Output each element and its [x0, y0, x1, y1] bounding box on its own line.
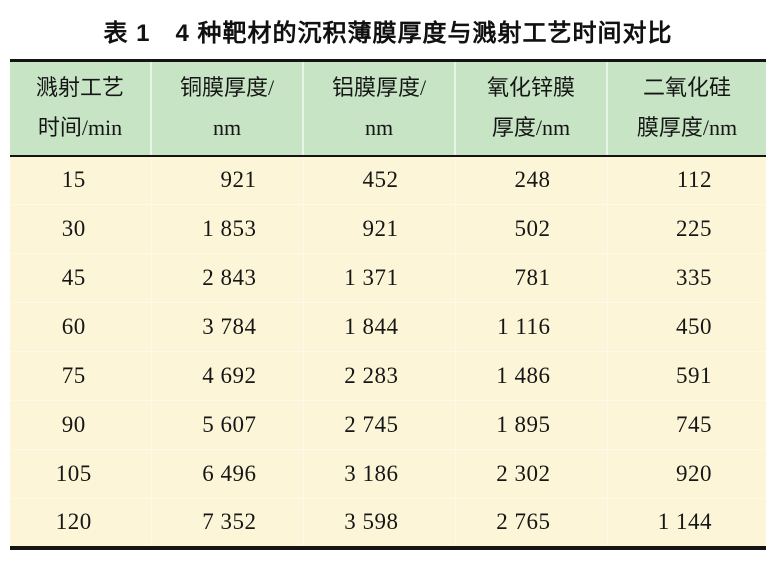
cell-time: 60 — [10, 302, 152, 352]
cell-aluminum: 1 371 — [302, 253, 456, 303]
table-row: 75 4 692 2 283 1 486 591 — [10, 351, 766, 401]
header-line: 膜厚度/nm — [636, 115, 738, 141]
cell-copper: 2 843 — [150, 253, 304, 303]
cell-time: 120 — [10, 498, 152, 548]
cell-silicon-dioxide: 450 — [606, 302, 766, 352]
cell-silicon-dioxide: 225 — [606, 204, 766, 254]
header-line: 铜膜厚度/ — [179, 75, 275, 101]
header-line: 二氧化硅 — [642, 75, 731, 101]
table-row: 45 2 843 1 371 781 335 — [10, 253, 766, 303]
cell-aluminum: 2 745 — [302, 400, 456, 450]
cell-silicon-dioxide: 1 144 — [606, 498, 766, 548]
cell-zinc-oxide: 2 765 — [454, 498, 608, 548]
cell-aluminum: 921 — [302, 204, 456, 254]
cell-time: 105 — [10, 449, 152, 499]
cell-aluminum: 2 283 — [302, 351, 456, 401]
header-cell-silicon-dioxide: 二氧化硅 膜厚度/nm — [607, 60, 766, 157]
cell-aluminum: 452 — [302, 155, 456, 205]
cell-silicon-dioxide: 745 — [606, 400, 766, 450]
cell-silicon-dioxide: 591 — [606, 351, 766, 401]
cell-zinc-oxide: 1 116 — [454, 302, 608, 352]
table-caption: 表 1 4 种靶材的沉积薄膜厚度与溅射工艺时间对比 — [103, 20, 673, 47]
cell-time: 90 — [10, 400, 152, 450]
header-line: 溅射工艺 — [35, 75, 124, 101]
cell-silicon-dioxide: 335 — [606, 253, 766, 303]
table-row: 15 921 452 248 112 — [10, 155, 766, 205]
table-row: 90 5 607 2 745 1 895 745 — [10, 400, 766, 450]
cell-copper: 921 — [150, 155, 304, 205]
table-body: 15 921 452 248 112 30 1 853 921 502 225 … — [10, 155, 766, 548]
header-cell-aluminum: 铝膜厚度/ nm — [303, 60, 456, 157]
data-table: 溅射工艺 时间/min 铜膜厚度/ nm 铝膜厚度/ nm 氧化锌膜 厚度/nm… — [10, 59, 766, 550]
cell-silicon-dioxide: 112 — [606, 155, 766, 205]
header-row: 溅射工艺 时间/min 铜膜厚度/ nm 铝膜厚度/ nm 氧化锌膜 厚度/nm… — [10, 60, 766, 157]
cell-time: 75 — [10, 351, 152, 401]
header-line: 厚度/nm — [491, 115, 571, 141]
cell-time: 45 — [10, 253, 152, 303]
cell-aluminum: 3 598 — [302, 498, 456, 548]
cell-copper: 7 352 — [150, 498, 304, 548]
paper-table-figure: 表 1 4 种靶材的沉积薄膜厚度与溅射工艺时间对比 溅射工艺 时间/min 铜膜… — [0, 13, 776, 586]
cell-zinc-oxide: 502 — [454, 204, 608, 254]
cell-zinc-oxide: 248 — [454, 155, 608, 205]
cell-time: 30 — [10, 204, 152, 254]
header-cell-zinc-oxide: 氧化锌膜 厚度/nm — [455, 60, 608, 157]
cell-zinc-oxide: 1 895 — [454, 400, 608, 450]
table-row: 120 7 352 3 598 2 765 1 144 — [10, 498, 766, 548]
cell-zinc-oxide: 1 486 — [454, 351, 608, 401]
header-line: 铝膜厚度/ — [331, 75, 427, 101]
table-row: 60 3 784 1 844 1 116 450 — [10, 302, 766, 352]
cell-copper: 4 692 — [150, 351, 304, 401]
cell-copper: 6 496 — [150, 449, 304, 499]
cell-time: 15 — [10, 155, 152, 205]
cell-silicon-dioxide: 920 — [606, 449, 766, 499]
header-line: nm — [364, 115, 394, 141]
cell-copper: 3 784 — [150, 302, 304, 352]
table-header: 溅射工艺 时间/min 铜膜厚度/ nm 铝膜厚度/ nm 氧化锌膜 厚度/nm… — [10, 60, 766, 157]
cell-zinc-oxide: 2 302 — [454, 449, 608, 499]
header-line: nm — [212, 115, 242, 141]
cell-aluminum: 1 844 — [302, 302, 456, 352]
header-line: 时间/min — [37, 115, 123, 141]
header-line: 氧化锌膜 — [486, 75, 575, 101]
header-cell-time: 溅射工艺 时间/min — [10, 60, 152, 157]
cell-copper: 5 607 — [150, 400, 304, 450]
table-row: 105 6 496 3 186 2 302 920 — [10, 449, 766, 499]
table-row: 30 1 853 921 502 225 — [10, 204, 766, 254]
cell-aluminum: 3 186 — [302, 449, 456, 499]
cell-zinc-oxide: 781 — [454, 253, 608, 303]
header-cell-copper: 铜膜厚度/ nm — [151, 60, 304, 157]
cell-copper: 1 853 — [150, 204, 304, 254]
